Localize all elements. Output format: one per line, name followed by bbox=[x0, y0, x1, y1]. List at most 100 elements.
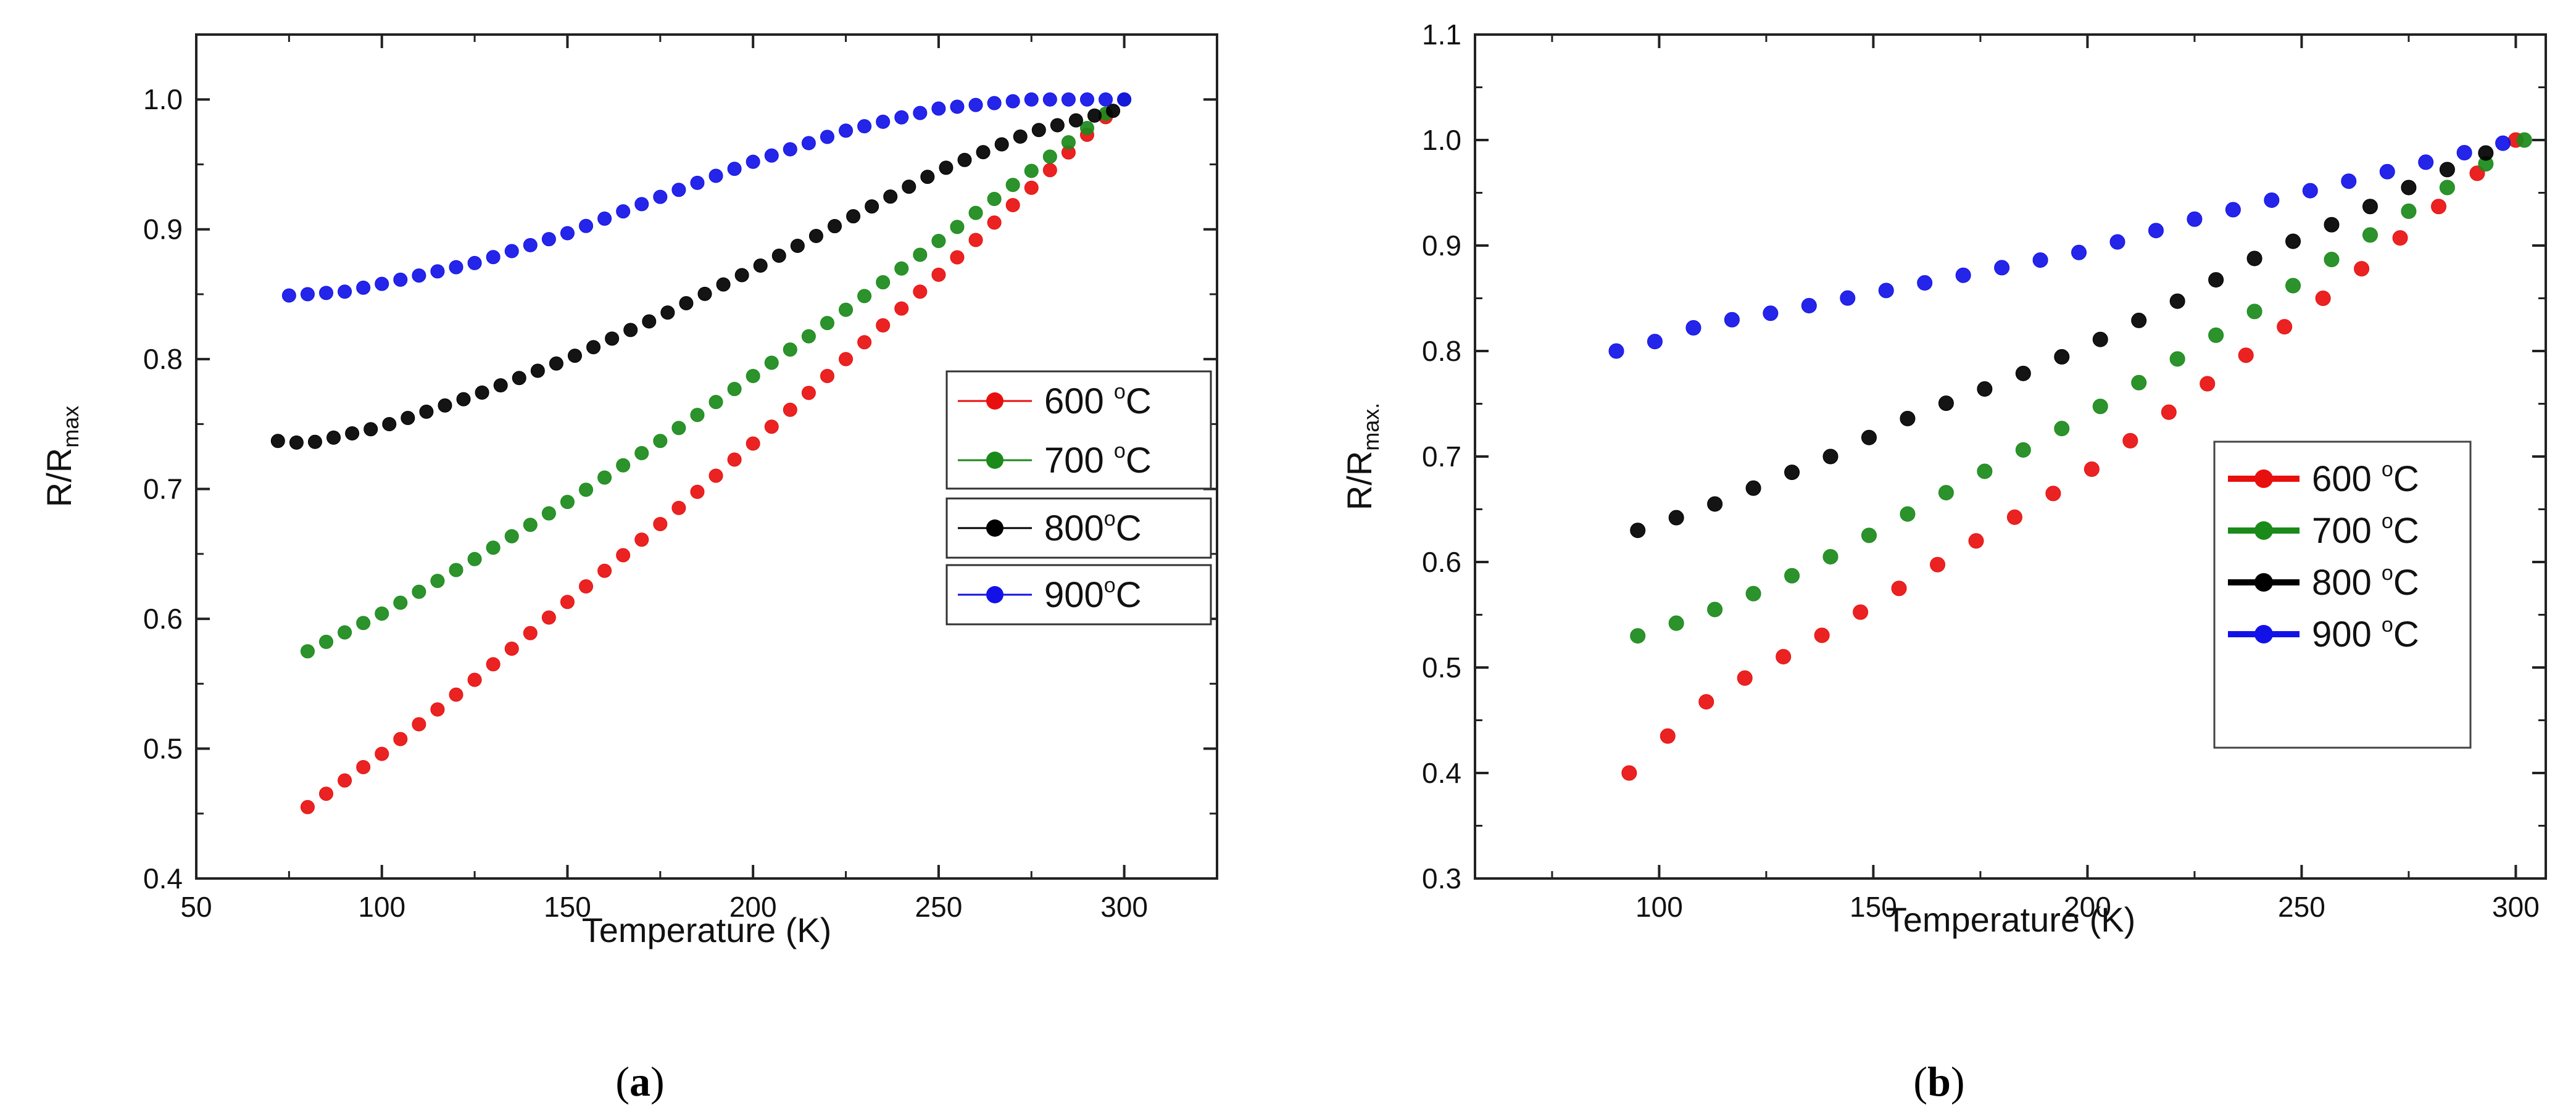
data-point bbox=[931, 234, 946, 249]
data-point bbox=[504, 244, 519, 258]
data-point bbox=[1861, 527, 1877, 544]
legend-label: 800 oC bbox=[2312, 561, 2419, 603]
y-axis-label-subscript: max bbox=[58, 406, 83, 448]
data-point bbox=[319, 634, 334, 649]
data-point bbox=[783, 402, 797, 417]
data-point bbox=[2208, 272, 2224, 288]
data-point bbox=[801, 329, 816, 344]
data-point bbox=[1968, 533, 1984, 549]
data-point bbox=[2324, 252, 2340, 268]
data-point bbox=[746, 154, 760, 169]
data-point bbox=[597, 563, 612, 578]
data-point bbox=[2516, 132, 2532, 148]
data-point bbox=[1784, 568, 1800, 584]
data-point bbox=[1668, 615, 1684, 631]
data-point bbox=[2200, 376, 2216, 392]
data-point bbox=[734, 268, 749, 283]
data-point bbox=[560, 595, 575, 610]
data-point bbox=[2131, 374, 2147, 391]
data-point bbox=[857, 335, 872, 350]
legend-label-value: 900 bbox=[2312, 614, 2382, 655]
data-point bbox=[1814, 627, 1830, 643]
data-point bbox=[987, 96, 1002, 110]
data-point bbox=[475, 385, 489, 400]
data-point bbox=[671, 183, 686, 197]
data-point bbox=[2238, 347, 2254, 363]
data-point bbox=[2495, 135, 2511, 151]
data-point bbox=[1099, 92, 1113, 107]
y-tick-label: 0.9 bbox=[1422, 229, 1461, 262]
data-point bbox=[1724, 312, 1740, 328]
data-point bbox=[1737, 670, 1753, 686]
plot-frame bbox=[195, 33, 1218, 880]
legend-label-degree: o bbox=[2382, 510, 2393, 533]
data-point bbox=[1955, 267, 1971, 283]
data-point bbox=[976, 145, 991, 160]
data-point bbox=[338, 773, 352, 788]
data-point bbox=[764, 355, 779, 370]
y-tick-label: 0.5 bbox=[1422, 651, 1461, 684]
data-point bbox=[634, 446, 649, 461]
data-point bbox=[1117, 92, 1132, 107]
data-point bbox=[504, 529, 519, 544]
data-point bbox=[690, 175, 705, 190]
data-point bbox=[1930, 556, 1946, 572]
data-point bbox=[1106, 104, 1121, 118]
data-point bbox=[653, 516, 668, 531]
data-point bbox=[753, 258, 768, 273]
data-point bbox=[913, 247, 928, 262]
legend-label-unit: C bbox=[2393, 511, 2419, 551]
data-point bbox=[1630, 523, 1646, 539]
data-point bbox=[2131, 312, 2147, 328]
data-point bbox=[783, 142, 797, 157]
data-point bbox=[1891, 581, 1907, 597]
data-point bbox=[913, 284, 928, 299]
data-point bbox=[1878, 283, 1894, 299]
data-point bbox=[393, 272, 408, 287]
legend-label: 600 oC bbox=[2312, 458, 2419, 499]
data-point bbox=[1079, 92, 1094, 107]
y-tick-label: 0.5 bbox=[143, 733, 183, 765]
data-point bbox=[865, 199, 879, 214]
data-point bbox=[2315, 291, 2331, 306]
data-point bbox=[319, 286, 334, 300]
data-point bbox=[375, 606, 389, 621]
data-point bbox=[1801, 297, 1817, 313]
x-tick-label: 300 bbox=[2492, 891, 2540, 923]
data-point bbox=[1013, 129, 1028, 144]
data-point bbox=[2032, 252, 2048, 268]
data-point bbox=[1776, 648, 1792, 664]
data-point bbox=[382, 417, 397, 432]
data-point bbox=[1050, 118, 1065, 133]
data-point bbox=[326, 430, 341, 445]
data-point bbox=[2246, 250, 2262, 267]
data-point bbox=[449, 687, 463, 702]
data-point bbox=[579, 218, 594, 233]
data-point bbox=[430, 574, 445, 589]
data-point bbox=[2092, 399, 2108, 415]
data-point bbox=[560, 495, 575, 510]
data-point bbox=[2362, 199, 2378, 215]
legend-label: 900 oC bbox=[2312, 613, 2419, 655]
data-point bbox=[950, 99, 965, 114]
data-point bbox=[2341, 173, 2357, 189]
x-axis-label: Temperature (K) bbox=[582, 911, 832, 949]
legend-label-degree: o bbox=[2382, 458, 2393, 481]
data-point bbox=[281, 288, 296, 303]
data-point bbox=[2015, 442, 2031, 458]
data-point bbox=[801, 136, 816, 151]
data-point bbox=[1024, 92, 1039, 107]
data-point bbox=[523, 238, 538, 252]
x-axis-label: Temperature (K) bbox=[1886, 900, 2136, 939]
data-point bbox=[2169, 351, 2185, 367]
data-point bbox=[1061, 135, 1076, 150]
data-point bbox=[401, 410, 415, 425]
legend-swatch-marker bbox=[986, 452, 1003, 469]
data-point bbox=[839, 302, 854, 317]
data-point bbox=[616, 204, 631, 219]
data-point bbox=[1707, 601, 1723, 618]
data-point bbox=[697, 286, 712, 301]
data-point bbox=[746, 436, 760, 451]
series-1 bbox=[300, 92, 1132, 814]
